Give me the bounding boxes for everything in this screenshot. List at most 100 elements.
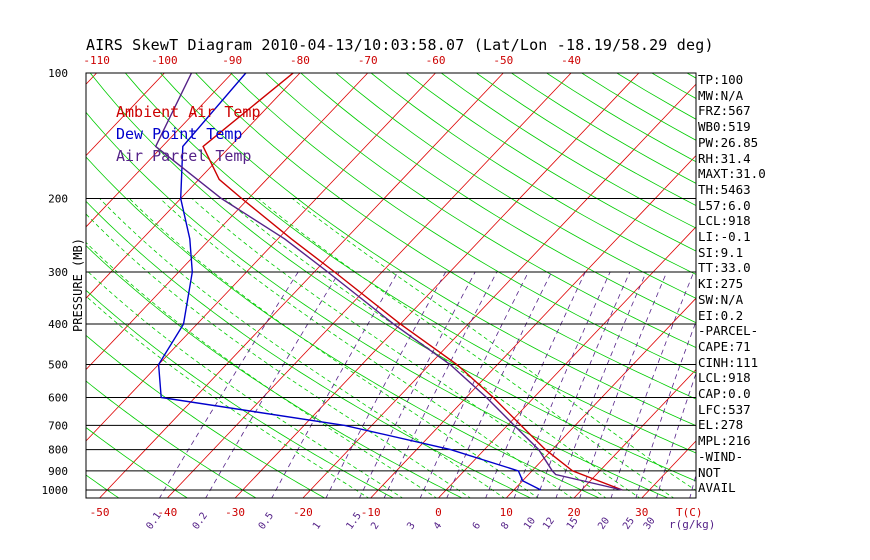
pressure-tick-label: 900 xyxy=(48,465,68,478)
stat-item: LCL:918 xyxy=(698,370,751,386)
stat-item: TH:5463 xyxy=(698,181,751,197)
stat-item: PW:26.85 xyxy=(698,134,759,150)
pressure-tick-label: 200 xyxy=(48,193,68,206)
mixing-ratio-tick-label: 10 xyxy=(522,516,538,532)
isotherm-line xyxy=(166,73,572,498)
isotherm-line xyxy=(0,73,29,499)
pressure-tick-label: 400 xyxy=(48,318,68,331)
moist-adiabat-line xyxy=(159,198,573,498)
moist-adiabat-line xyxy=(258,198,675,498)
bottom-temp-tick-label: -30 xyxy=(225,506,245,519)
mixing-ratio-line xyxy=(325,271,447,498)
dry-adiabat-line xyxy=(230,73,696,374)
dry-adiabat-line xyxy=(335,73,696,299)
pressure-tick-label: 800 xyxy=(48,444,68,457)
dry-adiabat-line xyxy=(757,73,870,499)
mixing-ratio-tick-label: 2 xyxy=(369,520,381,531)
mixing-ratio-tick-label: 4 xyxy=(432,520,444,531)
top-temp-tick-label: -40 xyxy=(561,54,581,67)
dry-adiabat-line xyxy=(792,73,870,499)
dry-adiabat-line xyxy=(511,73,696,184)
mixing-ratio-tick-label: 0.5 xyxy=(257,511,276,532)
series-line-0 xyxy=(202,73,623,491)
isotherm-line xyxy=(86,73,165,157)
pressure-tick-label: 500 xyxy=(48,358,68,371)
stat-item: EL:278 xyxy=(698,417,744,433)
moist-adiabat-line xyxy=(86,213,471,498)
bottom-temp-tick-label: 0 xyxy=(435,506,442,519)
mixing-ratio-line xyxy=(536,271,631,498)
top-temp-tick-label: -60 xyxy=(426,54,446,67)
stat-item: TT:33.0 xyxy=(698,260,751,276)
stat-item: SI:9.1 xyxy=(698,244,744,260)
stat-item: CAPE:71 xyxy=(698,338,751,354)
bottom-temp-tick-label: 10 xyxy=(500,506,513,519)
stat-item: CINH:111 xyxy=(698,354,759,370)
dry-adiabat-line xyxy=(89,73,696,482)
dry-adiabat-line xyxy=(0,73,51,499)
legend-item-ambient: Ambient Air Temp xyxy=(116,103,261,121)
isotherm-line xyxy=(86,73,436,442)
stat-item: MAXT:31.0 xyxy=(698,166,766,182)
moist-adiabat-line xyxy=(224,198,641,498)
stat-item: MW:N/A xyxy=(698,87,744,103)
mixing-ratio-tick-label: 6 xyxy=(471,520,483,531)
stat-item: -PARCEL- xyxy=(698,323,759,339)
pressure-tick-label: 1000 xyxy=(42,484,69,497)
isotherm-line xyxy=(302,83,696,498)
isotherm-line xyxy=(86,73,369,371)
dry-adiabat-line xyxy=(160,73,696,427)
dry-adiabat-line xyxy=(86,289,395,498)
grid-lines xyxy=(0,73,870,499)
stat-item: EI:0.2 xyxy=(698,307,744,323)
stat-item: LFC:537 xyxy=(698,401,751,417)
top-temp-tick-label: -100 xyxy=(151,54,178,67)
mixing-ratio-line xyxy=(656,372,696,498)
pressure-tick-label: 700 xyxy=(48,419,68,432)
top-temp-tick-label: -90 xyxy=(222,54,242,67)
dry-adiabat-line xyxy=(405,73,696,252)
mixing-ratio-line xyxy=(419,271,529,498)
stat-item: TP:100 xyxy=(698,72,744,87)
top-temp-tick-label: -50 xyxy=(493,54,513,67)
legend: Ambient Air Temp Dew Point Temp Air Parc… xyxy=(116,101,261,167)
stat-item: AVAIL xyxy=(698,480,736,496)
dry-adiabat-line xyxy=(863,73,870,499)
stat-item: L57:6.0 xyxy=(698,197,751,213)
series-line-2 xyxy=(154,73,623,491)
pressure-tick-label: 100 xyxy=(48,67,68,80)
chart-title: AIRS SkewT Diagram 2010-04-13/10:03:58.0… xyxy=(86,36,714,54)
dry-adiabat-line xyxy=(86,427,189,498)
isotherm-line xyxy=(86,73,301,299)
mixing-ratio-line xyxy=(271,271,399,498)
mixing-ratio-tick-label: 0.2 xyxy=(191,511,210,532)
dry-adiabat-line xyxy=(86,156,601,498)
dry-adiabat-line xyxy=(124,73,696,454)
moist-adiabat-line xyxy=(292,198,696,491)
mixing-ratio-line xyxy=(610,271,695,498)
stat-item: MPL:216 xyxy=(698,433,751,449)
dry-adiabat-line xyxy=(86,474,120,498)
stat-item: CAP:0.0 xyxy=(698,386,751,402)
x-axis-label: T(C) xyxy=(676,506,703,519)
stat-item: KI:275 xyxy=(698,276,744,292)
bottom-temp-tick-label: -40 xyxy=(157,506,177,519)
pressure-tick-label: 300 xyxy=(48,266,68,279)
bottom-temp-tick-label: 30 xyxy=(635,506,648,519)
dry-adiabat-line xyxy=(370,73,696,275)
isotherm-line xyxy=(573,368,696,498)
mixing-ratio-axis-label: r(g/kg) xyxy=(669,518,715,531)
dry-adiabat-line xyxy=(86,200,532,498)
plot-frame xyxy=(85,72,697,499)
bottom-temp-tick-label: 20 xyxy=(567,506,580,519)
dry-adiabat-line xyxy=(86,334,326,498)
series-lines xyxy=(154,73,623,491)
legend-item-dewpoint: Dew Point Temp xyxy=(116,125,243,143)
mixing-ratio-line xyxy=(383,271,498,498)
mixing-ratio-line xyxy=(359,271,476,498)
isotherm-line xyxy=(777,73,870,499)
moist-adiabat-line xyxy=(86,241,438,498)
top-temp-tick-label: -80 xyxy=(290,54,310,67)
dry-adiabat-line xyxy=(195,73,696,400)
